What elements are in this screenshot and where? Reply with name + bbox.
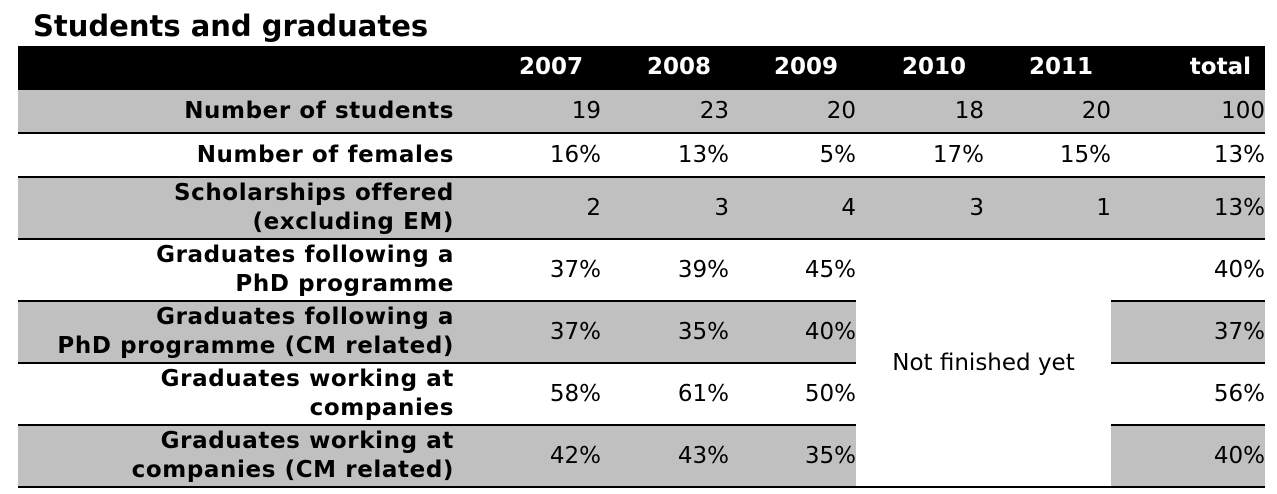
header-year-2008: 2008 — [601, 46, 729, 89]
row-label-line: PhD programme (CM related) — [57, 333, 454, 359]
row-label-line: Graduates following a — [156, 304, 454, 330]
row-label-line: Graduates working at — [160, 366, 454, 392]
table-row: Graduates working at companies 58% 61% 5… — [18, 363, 1265, 425]
cell-value: 13% — [601, 133, 729, 177]
page-title: Students and graduates — [33, 9, 429, 43]
cell-value: 50% — [729, 363, 856, 425]
header-year-2009: 2009 — [729, 46, 856, 89]
header-total: total — [1111, 46, 1265, 89]
cell-total: 100 — [1111, 89, 1265, 133]
row-label: Graduates following a PhD programme (CM … — [18, 301, 454, 363]
header-year-2010: 2010 — [856, 46, 984, 89]
table-row: Number of females 16% 13% 5% 17% 15% 13% — [18, 133, 1265, 177]
cell-value: 16% — [454, 133, 601, 177]
row-label-line: companies — [309, 395, 454, 421]
table-row: Number of students 19 23 20 18 20 100 — [18, 89, 1265, 133]
cell-value: 20 — [729, 89, 856, 133]
cell-value: 35% — [729, 425, 856, 487]
header-year-2011: 2011 — [984, 46, 1111, 89]
row-label-line: PhD programme — [235, 271, 454, 297]
cell-value: 23 — [601, 89, 729, 133]
cell-value: 17% — [856, 133, 984, 177]
row-label-line: Graduates working at — [160, 428, 454, 454]
cell-value: 42% — [454, 425, 601, 487]
cell-value: 4 — [729, 177, 856, 239]
cell-value: 37% — [454, 301, 601, 363]
cell-value: 45% — [729, 239, 856, 301]
cell-value: 19 — [454, 89, 601, 133]
cell-value: 2 — [454, 177, 601, 239]
cell-total: 40% — [1111, 239, 1265, 301]
cell-value: 35% — [601, 301, 729, 363]
cell-value: 3 — [856, 177, 984, 239]
cell-value: 5% — [729, 133, 856, 177]
cell-value: 39% — [601, 239, 729, 301]
row-label: Graduates following a PhD programme — [18, 239, 454, 301]
row-label-text: Number of females — [196, 141, 454, 168]
row-label: Number of students — [18, 89, 454, 133]
table-row: Graduates working at companies (CM relat… — [18, 425, 1265, 487]
cell-value: 40% — [729, 301, 856, 363]
row-label: Scholarships offered (excluding EM) — [18, 177, 454, 239]
row-label: Graduates working at companies — [18, 363, 454, 425]
cell-value: 58% — [454, 363, 601, 425]
cell-value: 1 — [984, 177, 1111, 239]
row-label: Number of females — [18, 133, 454, 177]
cell-value: 3 — [601, 177, 729, 239]
table-row: Graduates following a PhD programme 37% … — [18, 239, 1265, 487]
header-row: 2007 2008 2009 2010 2011 total — [18, 46, 1265, 89]
not-finished-cell: Not finished yet — [856, 239, 1111, 487]
row-label-line: companies (CM related) — [131, 457, 454, 483]
row-label-line: Scholarships offered — [173, 180, 454, 206]
cell-total: 40% — [1111, 425, 1265, 487]
cell-total: 56% — [1111, 363, 1265, 425]
students-graduates-table: 2007 2008 2009 2010 2011 total Number of… — [18, 46, 1265, 488]
row-label-line: (excluding EM) — [252, 209, 454, 235]
cell-value: 61% — [601, 363, 729, 425]
row-label-line: Graduates following a — [156, 242, 454, 268]
row-label-text: Number of students — [184, 97, 454, 124]
header-year-2007: 2007 — [454, 46, 601, 89]
cell-total: 13% — [1111, 177, 1265, 239]
header-label-cell — [18, 46, 454, 89]
cell-value: 43% — [601, 425, 729, 487]
cell-value: 37% — [454, 239, 601, 301]
row-label: Graduates working at companies (CM relat… — [18, 425, 454, 487]
table-row: Scholarships offered (excluding EM) 2 3 … — [18, 177, 1265, 239]
cell-value: 18 — [856, 89, 984, 133]
cell-total: 13% — [1111, 133, 1265, 177]
table-row: Graduates following a PhD programme (CM … — [18, 301, 1265, 363]
cell-value: 15% — [984, 133, 1111, 177]
cell-value: 20 — [984, 89, 1111, 133]
cell-total: 37% — [1111, 301, 1265, 363]
